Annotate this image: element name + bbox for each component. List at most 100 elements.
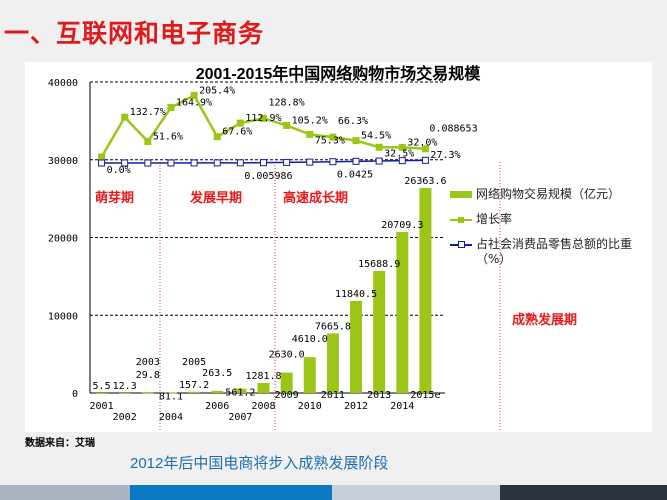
x-tick-label: 2014 xyxy=(390,401,414,412)
y-tick-label: 40000 xyxy=(48,78,78,89)
legend-label: 占社会消费品零售总额的比重（%） xyxy=(476,237,633,266)
bar-label: 1281.8 xyxy=(245,371,281,382)
x-tick-label: 2007 xyxy=(228,412,252,423)
y-tick-label: 0 xyxy=(72,389,78,400)
ratio-point xyxy=(283,158,291,166)
growth-label: 32.0% xyxy=(407,137,437,148)
y-tick-label: 30000 xyxy=(48,156,78,167)
x-tick-label: 2011 xyxy=(321,390,345,401)
ratio-point xyxy=(144,159,152,167)
ratio-point xyxy=(98,159,106,167)
growth-label: 67.6% xyxy=(222,127,252,138)
growth-point xyxy=(98,153,106,161)
bar xyxy=(164,392,177,394)
legend-growth-swatch xyxy=(450,212,472,227)
x-tick-label: 2002 xyxy=(113,412,137,423)
ratio-point xyxy=(421,156,429,164)
growth-point xyxy=(236,119,244,127)
growth-point xyxy=(167,104,175,112)
growth-point xyxy=(283,121,291,129)
ratio-label: 0.088653 xyxy=(429,123,477,134)
growth-point xyxy=(121,113,129,121)
growth-label: 75.3% xyxy=(315,135,345,146)
chart-title: 2001-2015年中国网络购物市场交易规模 xyxy=(196,64,482,83)
chart-legend: 网络购物交易规模（亿元） 增长率 占社会消费品零售总额的比重（%） xyxy=(450,187,645,277)
ratio-point xyxy=(260,159,267,167)
growth-label: 164.9% xyxy=(176,98,212,109)
bar-label: 2630.0 xyxy=(269,350,305,361)
ratio-point xyxy=(190,159,198,167)
growth-point xyxy=(398,143,406,151)
bar-label: 157.2 xyxy=(179,380,209,391)
x-tick-label: 2001 xyxy=(90,401,114,412)
ratio-point xyxy=(236,159,244,167)
legend-ratio-swatch xyxy=(450,237,472,252)
bar-label: 561.2 xyxy=(225,388,255,399)
bar-label: 4610.0 xyxy=(292,334,328,345)
bar xyxy=(234,388,247,393)
bar-label: 81.1 xyxy=(159,391,183,402)
bar xyxy=(95,392,108,394)
bar xyxy=(303,357,316,393)
growth-label: 32.5% xyxy=(384,148,414,159)
bar-label: 20709.3 xyxy=(381,220,423,231)
growth-label: 54.5% xyxy=(361,131,391,142)
ratio-point xyxy=(352,157,360,165)
bar-label: 29.8 xyxy=(136,370,160,381)
legend-bar-swatch xyxy=(450,187,472,202)
growth-label: 27.3% xyxy=(430,150,460,161)
bar xyxy=(118,392,131,394)
growth-label: 105.2% xyxy=(292,115,328,126)
slide-caption: 2012年后中国电商将步入成熟发展阶段 xyxy=(130,455,389,472)
data-source: 数据来自：艾瑞 xyxy=(25,438,95,449)
ratio-point xyxy=(213,159,221,167)
ratio-label: 0.0425 xyxy=(337,170,373,181)
bar xyxy=(188,391,201,393)
ratio-point xyxy=(121,159,129,167)
growth-point xyxy=(260,114,267,122)
chart-container: 2001-2015年中国网络购物市场交易规模 0 10000 20000 30000 40… xyxy=(25,62,652,432)
growth-point xyxy=(352,137,360,145)
x-tick-label: 2006 xyxy=(205,401,229,412)
bar-label: 12.3 xyxy=(113,381,137,392)
bar-label: 26363.6 xyxy=(404,176,446,187)
bar-label: 7665.8 xyxy=(315,321,351,332)
slide-title: 一、互联网和电子商务 xyxy=(4,19,265,48)
bar xyxy=(419,188,432,393)
ratio-label: 0.005986 xyxy=(244,171,292,182)
legend-item-volume: 网络购物交易规模（亿元） xyxy=(450,187,645,202)
x-tick-label: 2009 xyxy=(275,390,299,401)
bar xyxy=(141,392,154,394)
growth-point xyxy=(190,91,198,99)
footer-strip-1 xyxy=(0,485,130,500)
x-tick-label: 2003 xyxy=(136,357,160,368)
footer-strip-3 xyxy=(332,485,500,500)
bar xyxy=(326,333,339,393)
footer-strip-2 xyxy=(130,485,332,500)
stage-label: 发展早期 xyxy=(189,190,242,206)
growth-label: 51.6% xyxy=(153,132,183,143)
bar-label: 11840.5 xyxy=(335,289,377,300)
growth-point xyxy=(375,143,383,151)
growth-label: 112.9% xyxy=(245,113,281,124)
x-tick-label: 2005 xyxy=(182,357,206,368)
legend-item-ratio: 占社会消费品零售总额的比重（%） xyxy=(450,237,645,267)
bar xyxy=(280,372,293,393)
growth-label: 0.0% xyxy=(107,165,131,176)
x-tick-label: 2013 xyxy=(367,390,391,401)
stage-label: 成熟发展期 xyxy=(512,312,577,328)
bar xyxy=(211,390,224,393)
stage-label: 高速成长期 xyxy=(283,190,348,206)
y-tick-label: 20000 xyxy=(48,234,78,245)
growth-point xyxy=(421,145,429,153)
y-tick-label: 10000 xyxy=(48,311,78,322)
bar-label: 263.5 xyxy=(202,368,232,379)
x-tick-label: 2010 xyxy=(298,401,322,412)
bar xyxy=(373,271,386,393)
chart: 2001-2015年中国网络购物市场交易规模 0 10000 20000 30000 40… xyxy=(48,64,577,432)
legend-label: 网络购物交易规模（亿元） xyxy=(476,187,621,201)
ratio-point xyxy=(167,159,175,167)
growth-point xyxy=(144,138,152,146)
growth-label: 128.8% xyxy=(269,97,305,108)
legend-item-growth: 增长率 xyxy=(450,212,645,227)
